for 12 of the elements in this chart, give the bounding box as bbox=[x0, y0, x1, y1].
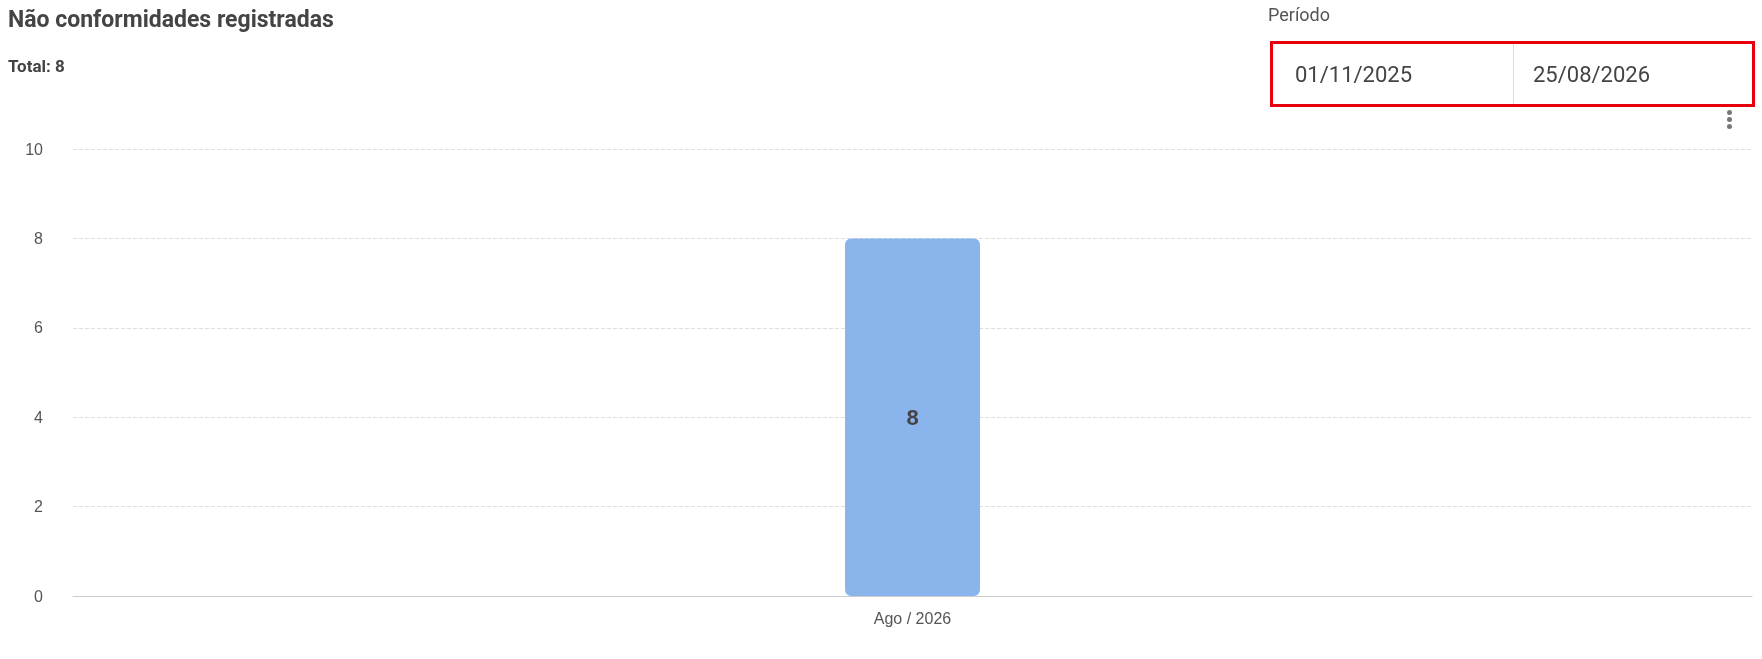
text: Período bbox=[1268, 4, 1331, 25]
y-tick-label: 6 bbox=[34, 319, 44, 337]
x-tick-label: Ago / 2026 bbox=[873, 609, 952, 627]
y-tick-label: 10 bbox=[25, 140, 44, 158]
y-tick-label: 4 bbox=[34, 408, 44, 426]
y-tick-label: 8 bbox=[34, 229, 44, 247]
y-tick-label: 0 bbox=[34, 587, 44, 605]
y-tick-label: 2 bbox=[34, 498, 44, 516]
chart-title: Não conformidades registradas bbox=[8, 6, 334, 33]
chart-subtitle: Total: 8 bbox=[8, 56, 65, 76]
date-range-field: 01/11/2025 25/08/2026 bbox=[1270, 41, 1755, 107]
data-label: 8 bbox=[906, 404, 919, 430]
